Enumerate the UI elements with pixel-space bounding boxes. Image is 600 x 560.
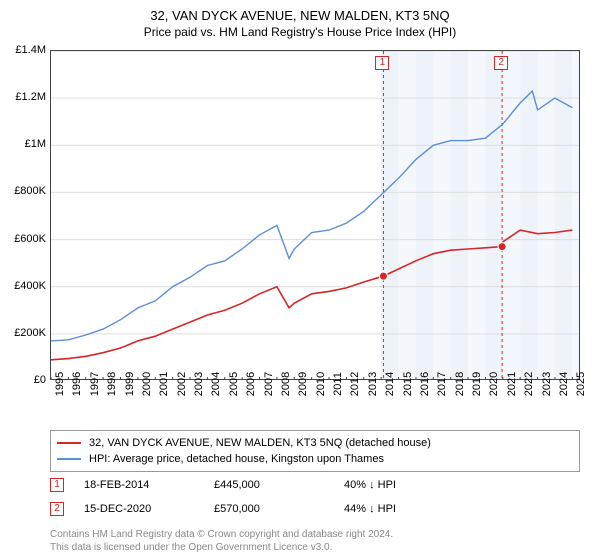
xtick-label: 2010 xyxy=(315,372,327,396)
xtick-label: 2019 xyxy=(471,372,483,396)
footer-line1: Contains HM Land Registry data © Crown c… xyxy=(50,528,580,541)
ytick-label: £600K xyxy=(14,233,46,245)
xtick-label: 2009 xyxy=(297,372,309,396)
xtick-label: 2021 xyxy=(506,372,518,396)
xtick-label: 2017 xyxy=(436,372,448,396)
legend-swatch-hpi xyxy=(57,458,81,460)
ytick-label: £400K xyxy=(14,280,46,292)
xtick-label: 2011 xyxy=(332,372,344,396)
legend-item-property: 32, VAN DYCK AVENUE, NEW MALDEN, KT3 5NQ… xyxy=(57,435,573,451)
xtick-label: 2015 xyxy=(402,372,414,396)
xtick-label: 1998 xyxy=(106,372,118,396)
chart-marker-1: 1 xyxy=(375,56,389,70)
xtick-label: 2007 xyxy=(263,372,275,396)
xtick-label: 1995 xyxy=(54,372,66,396)
xtick-label: 2023 xyxy=(541,372,553,396)
xtick-label: 2025 xyxy=(575,372,587,396)
xtick-label: 1999 xyxy=(124,372,136,396)
xtick-label: 2003 xyxy=(193,372,205,396)
ytick-label: £800K xyxy=(14,185,46,197)
sale-delta-2: 44% ↓ HPI xyxy=(344,503,474,515)
legend-item-hpi: HPI: Average price, detached house, King… xyxy=(57,451,573,467)
xtick-label: 1997 xyxy=(89,372,101,396)
chart-area: £0£200K£400K£600K£800K£1M£1.2M£1.4M 1995… xyxy=(50,50,580,380)
xtick-label: 1996 xyxy=(71,372,83,396)
xtick-label: 2013 xyxy=(367,372,379,396)
xtick-label: 2012 xyxy=(349,372,361,396)
xtick-label: 2005 xyxy=(228,372,240,396)
legend-label-hpi: HPI: Average price, detached house, King… xyxy=(89,453,384,465)
xtick-label: 2008 xyxy=(280,372,292,396)
xtick-label: 2024 xyxy=(558,372,570,396)
sale-date-2: 15-DEC-2020 xyxy=(84,503,214,515)
ytick-label: £1M xyxy=(25,138,46,150)
ytick-label: £0 xyxy=(34,374,46,386)
xtick-label: 2014 xyxy=(384,372,396,396)
sale-price-1: £445,000 xyxy=(214,479,344,491)
sale-date-1: 18-FEB-2014 xyxy=(84,479,214,491)
xtick-label: 2016 xyxy=(419,372,431,396)
sale-row-1: 1 18-FEB-2014 £445,000 40% ↓ HPI xyxy=(50,478,580,492)
chart-marker-2: 2 xyxy=(494,56,508,70)
ytick-label: £1.2M xyxy=(15,91,46,103)
legend: 32, VAN DYCK AVENUE, NEW MALDEN, KT3 5NQ… xyxy=(50,430,580,472)
chart-title: 32, VAN DYCK AVENUE, NEW MALDEN, KT3 5NQ xyxy=(0,0,600,23)
xtick-label: 2018 xyxy=(454,372,466,396)
sale-marker-2: 2 xyxy=(50,502,64,516)
sale-delta-1: 40% ↓ HPI xyxy=(344,479,474,491)
xtick-label: 2002 xyxy=(176,372,188,396)
xtick-label: 2022 xyxy=(523,372,535,396)
sale-marker-1: 1 xyxy=(50,478,64,492)
ytick-label: £1.4M xyxy=(15,44,46,56)
xtick-label: 2001 xyxy=(158,372,170,396)
footer-line2: This data is licensed under the Open Gov… xyxy=(50,541,580,554)
xtick-label: 2004 xyxy=(210,372,222,396)
sale-price-2: £570,000 xyxy=(214,503,344,515)
xtick-label: 2006 xyxy=(245,372,257,396)
xtick-label: 2020 xyxy=(488,372,500,396)
plot-svg xyxy=(50,50,580,380)
footer: Contains HM Land Registry data © Crown c… xyxy=(50,528,580,554)
ytick-label: £200K xyxy=(14,327,46,339)
chart-subtitle: Price paid vs. HM Land Registry's House … xyxy=(0,23,600,45)
chart-container: 32, VAN DYCK AVENUE, NEW MALDEN, KT3 5NQ… xyxy=(0,0,600,560)
legend-label-property: 32, VAN DYCK AVENUE, NEW MALDEN, KT3 5NQ… xyxy=(89,437,431,449)
sale-row-2: 2 15-DEC-2020 £570,000 44% ↓ HPI xyxy=(50,502,580,516)
xtick-label: 2000 xyxy=(141,372,153,396)
legend-swatch-property xyxy=(57,442,81,444)
